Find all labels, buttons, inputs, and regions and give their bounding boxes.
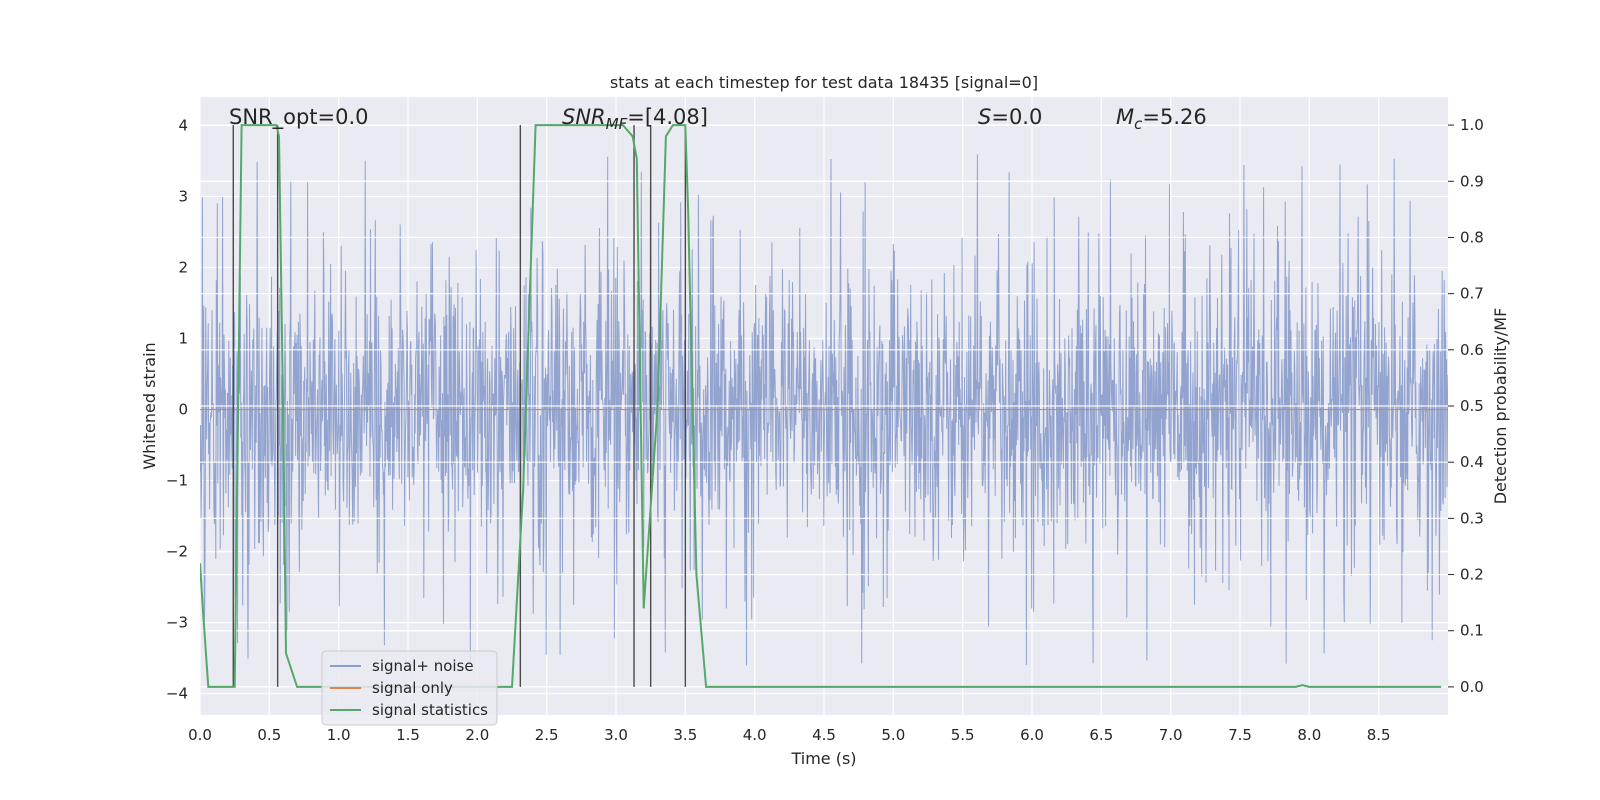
legend-label-signal-statistics: signal statistics — [372, 701, 488, 719]
annotation-mc-base: M — [1116, 105, 1134, 129]
annotation-snr-mf-sub: MF — [606, 115, 628, 133]
annotation-snr-mf-value: =[4.08] — [627, 105, 708, 129]
y-tick-label: 3 — [178, 187, 188, 205]
y2-tick-label: 0.8 — [1460, 228, 1484, 246]
x-tick-label: 3.5 — [673, 726, 697, 744]
y2-tick-label: 0.3 — [1460, 509, 1484, 527]
annotation-mc: Mc=5.26 — [1116, 105, 1207, 133]
x-tick-label: 0.0 — [188, 726, 212, 744]
y-tick-label: −1 — [166, 472, 188, 490]
x-tick-label: 6.0 — [1020, 726, 1044, 744]
x-axis-label: Time (s) — [790, 749, 856, 768]
y-tick-label: 4 — [178, 116, 188, 134]
y2-tick-label: 0.7 — [1460, 285, 1484, 303]
x-tick-label: 2.0 — [465, 726, 489, 744]
legend-label-signal-only: signal only — [372, 679, 453, 697]
annotation-snr-mf: SNRMF=[4.08] — [562, 105, 708, 133]
y-axis-ticks: 4 3 2 1 0 −1 −2 −3 −4 — [166, 116, 188, 702]
annotation-s-value: =0.0 — [991, 105, 1042, 129]
y2-tick-label: 1.0 — [1460, 116, 1484, 134]
y2-tick-label: 0.5 — [1460, 397, 1484, 415]
x-tick-label: 1.5 — [396, 726, 420, 744]
y2-axis-ticks: 1.0 0.9 0.8 0.7 0.6 0.5 0.4 0.3 0.2 0.1 0.0 — [1448, 116, 1484, 696]
y-tick-label: 1 — [178, 330, 188, 348]
x-tick-label: 1.0 — [327, 726, 351, 744]
x-tick-label: 2.5 — [535, 726, 559, 744]
x-tick-label: 5.0 — [881, 726, 905, 744]
x-tick-label: 7.0 — [1159, 726, 1183, 744]
y-axis-label: Whitened strain — [140, 342, 159, 469]
y2-tick-label: 0.4 — [1460, 453, 1484, 471]
x-tick-label: 8.5 — [1367, 726, 1391, 744]
x-tick-label: 8.0 — [1297, 726, 1321, 744]
series-signal-statistics — [200, 124, 1442, 688]
legend-label-signal-plus-noise: signal+ noise — [372, 657, 474, 675]
y2-tick-label: 0.0 — [1460, 678, 1484, 696]
x-tick-label: 4.0 — [743, 726, 767, 744]
y2-tick-label: 0.2 — [1460, 566, 1484, 584]
x-tick-label: 6.5 — [1089, 726, 1113, 744]
legend-box — [321, 650, 498, 726]
chart-title: stats at each timestep for test data 184… — [610, 73, 1038, 92]
x-tick-label: 7.5 — [1228, 726, 1252, 744]
x-axis-ticks: 0.0 0.5 1.0 1.5 2.0 2.5 3.0 3.5 4.0 4.5 5.0 5.5 6.0 6… — [188, 726, 1391, 744]
y-tick-label: −2 — [166, 543, 188, 561]
x-tick-label: 4.5 — [812, 726, 836, 744]
y2-axis-label: Detection probability/MF — [1491, 308, 1510, 505]
x-tick-label: 5.5 — [951, 726, 975, 744]
legend: signal+ noise signal only signal statist… — [321, 650, 498, 726]
y-tick-label: −4 — [166, 685, 188, 703]
annotation-s-base: S — [978, 105, 991, 129]
y2-tick-label: 0.9 — [1460, 172, 1484, 190]
x-tick-label: 0.5 — [257, 726, 281, 744]
annotation-mc-value: =5.26 — [1142, 105, 1206, 129]
annotation-snr-opt: SNR_opt=0.0 — [229, 105, 369, 130]
annotation-snr-mf-base: SNR — [562, 105, 606, 129]
vertical-markers — [232, 125, 687, 687]
x-tick-label: 3.0 — [604, 726, 628, 744]
y-tick-label: 0 — [178, 401, 188, 419]
series-signal-plus-noise — [200, 154, 1448, 666]
y2-tick-label: 0.1 — [1460, 622, 1484, 640]
annotation-mc-sub: c — [1134, 115, 1143, 133]
y-tick-label: −3 — [166, 614, 188, 632]
y2-tick-label: 0.6 — [1460, 341, 1484, 359]
y-tick-label: 2 — [178, 258, 188, 276]
annotation-s: S=0.0 — [978, 105, 1042, 129]
